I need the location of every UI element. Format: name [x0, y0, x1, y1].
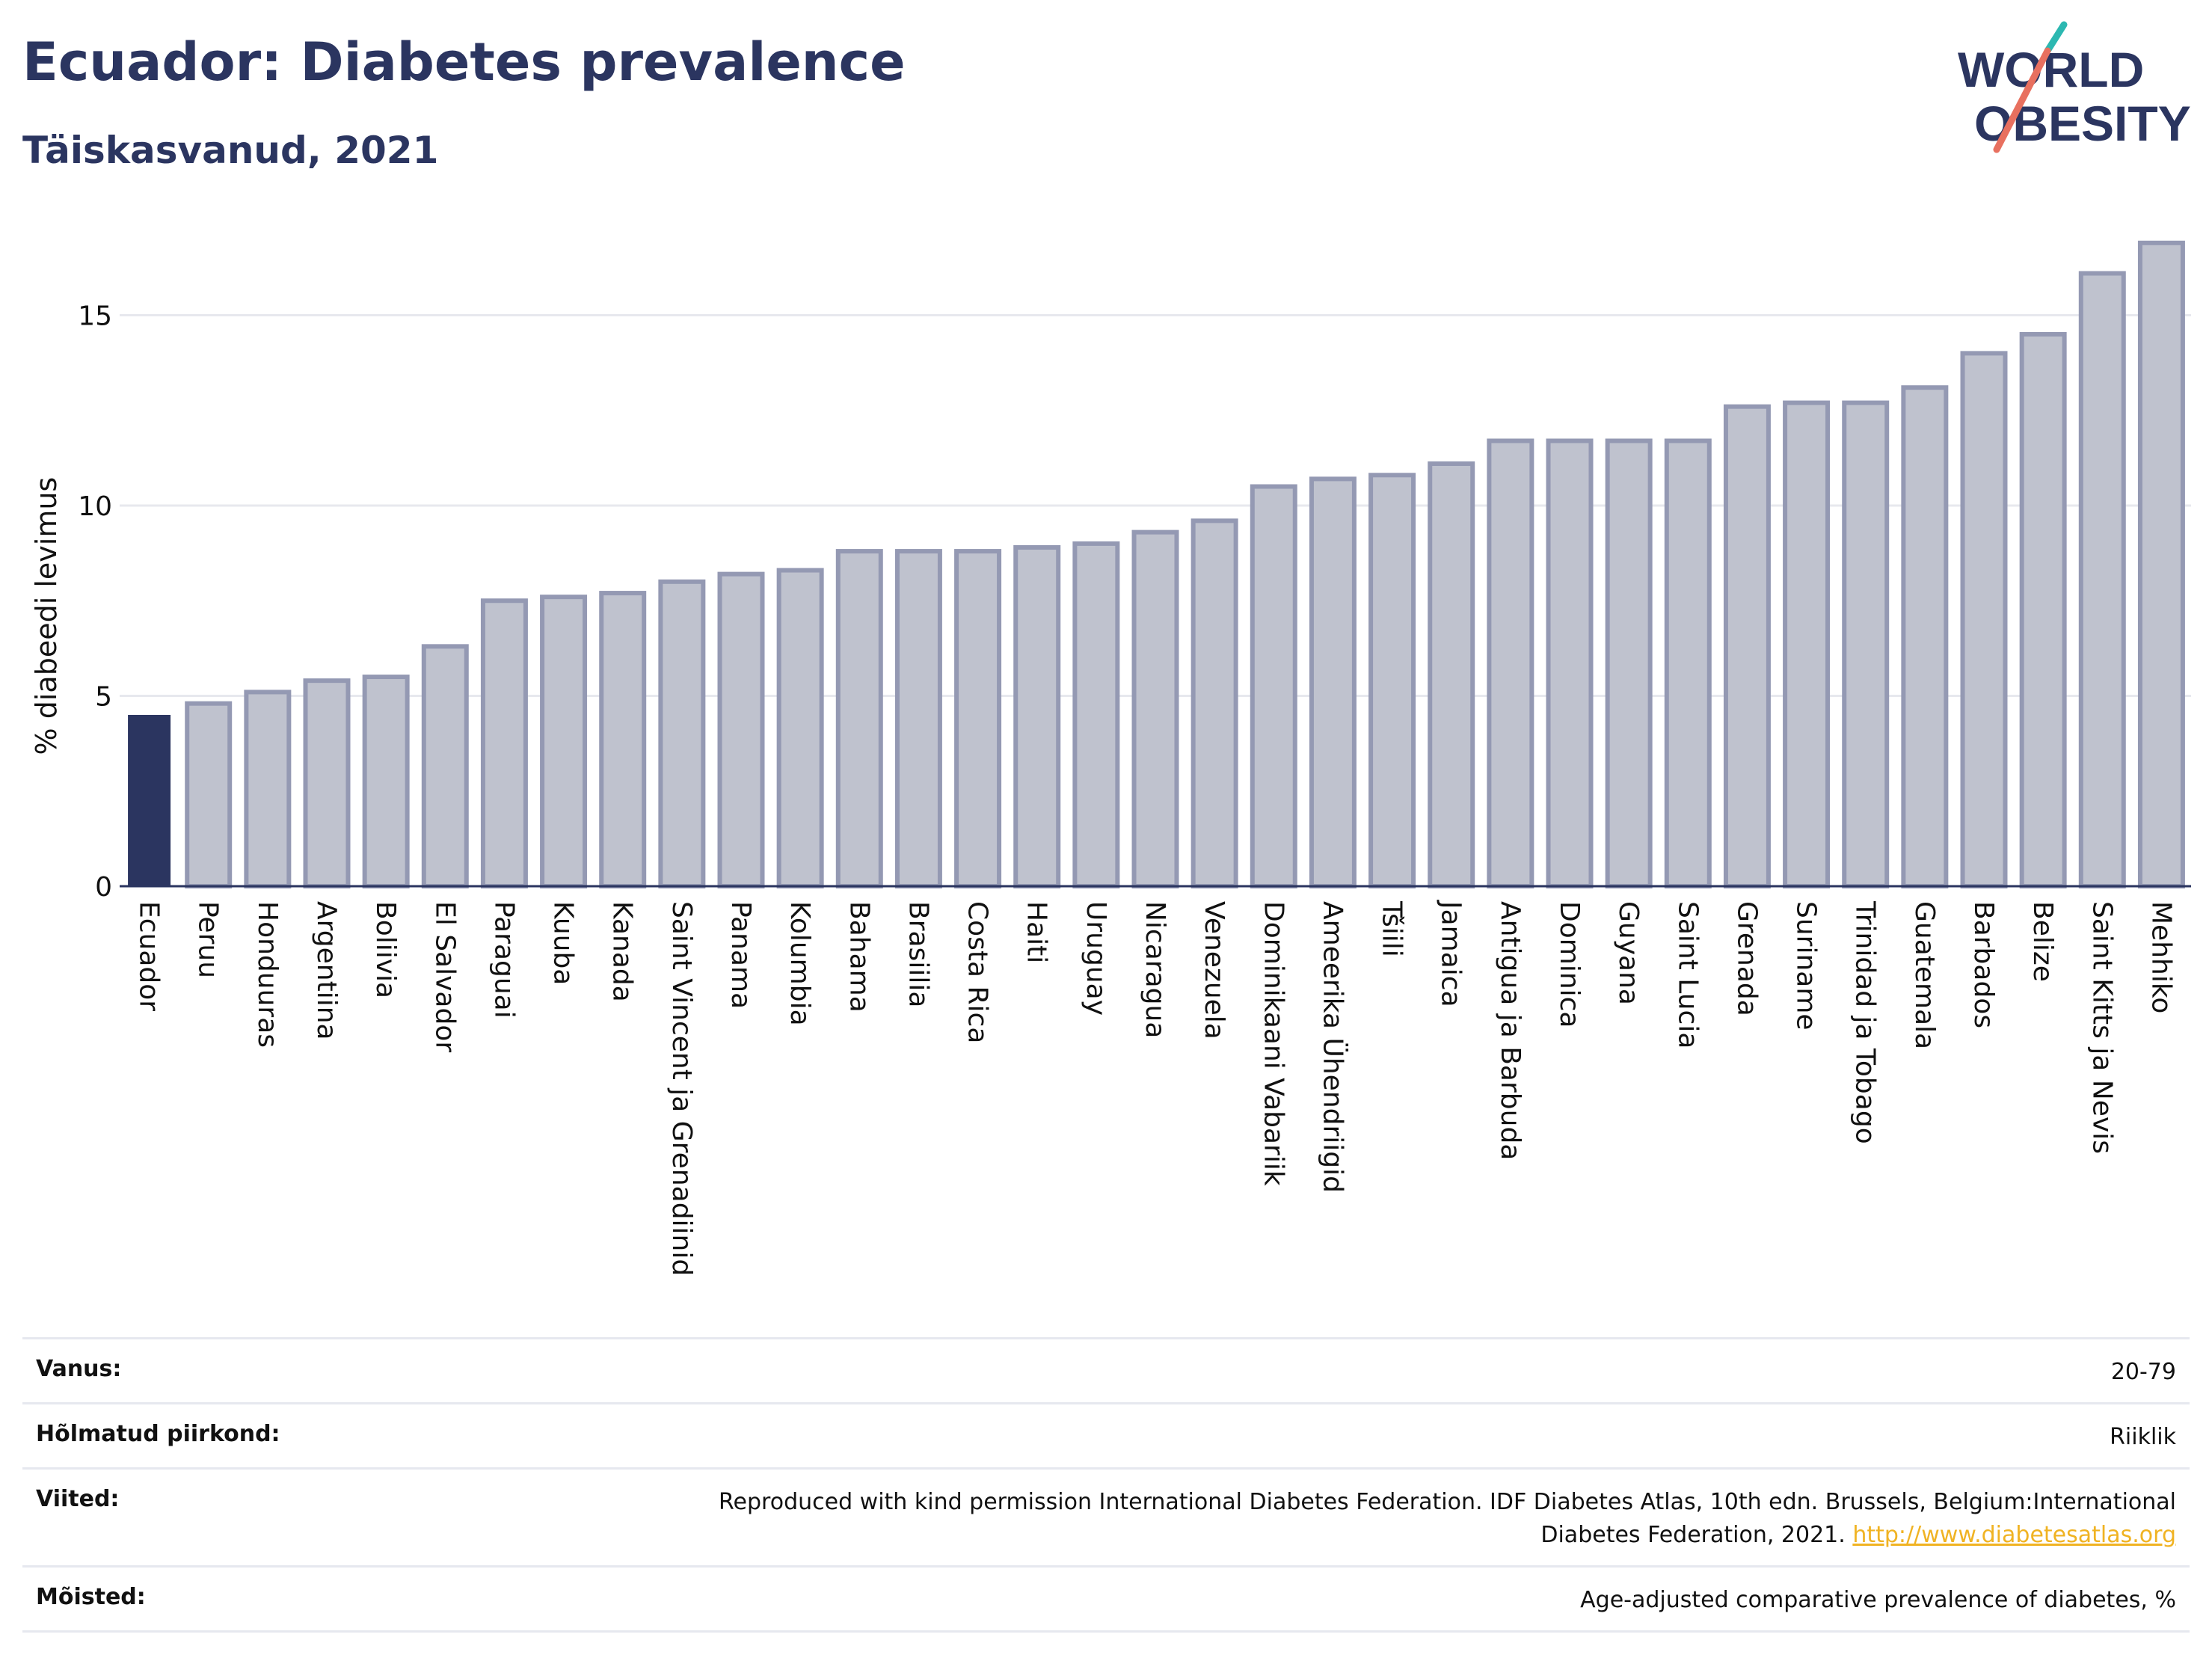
x-tick-label: Guatemala: [1909, 901, 1940, 1049]
bar-venezuela: [1191, 518, 1238, 888]
reference-link[interactable]: http://www.diabetesatlas.org: [1852, 1522, 2176, 1548]
bar-costa-rica: [954, 549, 1002, 889]
bar-honduuras: [244, 690, 292, 888]
logo-slash-coral: [1993, 47, 2051, 153]
x-tick-label: Jamaica: [1436, 900, 1466, 1007]
meta-value: 20-79: [2110, 1359, 2176, 1385]
bar-el-salvador: [421, 644, 469, 889]
world-obesity-logo: WORLD OBESITY: [1958, 21, 2191, 153]
bar-suriname: [1783, 400, 1831, 888]
y-axis-label: % diabeedi levimus: [30, 477, 63, 755]
x-tick-label: Peruu: [193, 901, 224, 978]
x-tick-label: Saint Vincent ja Grenadiinid: [666, 901, 697, 1276]
bar-uruguay: [1072, 541, 1120, 889]
x-tick-label: Ecuador: [134, 901, 165, 1011]
bar-kanada: [599, 591, 647, 888]
bar-belize: [2019, 331, 2067, 888]
x-tick-label: Costa Rica: [962, 901, 993, 1043]
x-tick-label: Kolumbia: [784, 901, 815, 1026]
meta-row-references: Viited: Reproduced with kind permission …: [22, 1467, 2190, 1565]
bar-saint-vincent-ja-grenadiinid: [658, 579, 706, 888]
x-tick-label: Dominica: [1554, 901, 1585, 1028]
meta-value-references: Reproduced with kind permission Internat…: [643, 1486, 2176, 1552]
reference-text: Reproduced with kind permission Internat…: [719, 1489, 2176, 1548]
x-tick-label: Argentiina: [311, 901, 342, 1040]
bar-argentiina: [303, 678, 351, 888]
bar-ecuador: [128, 714, 171, 886]
bar-antigua-ja-barbuda: [1487, 438, 1534, 888]
bar-bahama: [835, 549, 883, 889]
bar-paraguai: [480, 598, 528, 888]
bar-guyana: [1605, 438, 1653, 888]
x-tick-label: Mehhiko: [2145, 901, 2176, 1013]
x-tick-label: El Salvador: [429, 901, 460, 1052]
x-tick-label: Tšiili: [1377, 900, 1407, 957]
meta-label: Viited:: [36, 1486, 120, 1512]
bar-dominikaani-vabariik: [1250, 484, 1297, 888]
x-tick-label: Boliivia: [370, 901, 401, 998]
bar-panama: [717, 571, 765, 888]
x-tick-label: Panama: [725, 901, 756, 1009]
meta-label: Mõisted:: [36, 1584, 146, 1610]
bar-grenada: [1723, 404, 1771, 888]
x-tick-label: Uruguay: [1081, 901, 1111, 1016]
bar-boliivia: [362, 675, 410, 888]
axis-layer: 0 5 10 15 Ecuador Peruu Honduuras Argentiina Bol…: [78, 301, 2191, 1276]
meta-row-definitions: Mõisted: Age-adjusted comparative preval…: [22, 1565, 2190, 1633]
bar-barbados: [1960, 351, 2008, 888]
x-tick-label: Ameerika Ühendriigid: [1317, 901, 1348, 1193]
bar-trinidad-ja-tobago: [1842, 400, 1890, 888]
y-tick-label: 5: [95, 682, 112, 713]
x-tick-label: Saint Kitts ja Nevis: [2086, 901, 2117, 1154]
bar-peruu: [185, 701, 233, 888]
logo-slash-teal: [2044, 21, 2068, 55]
bar-kolumbia: [776, 568, 824, 889]
x-tick-label: Grenada: [1731, 901, 1762, 1016]
x-tick-label: Honduuras: [252, 901, 283, 1048]
meta-row-coverage: Hõlmatud piirkond: Riiklik: [22, 1402, 2190, 1467]
x-tick-label: Guyana: [1613, 901, 1644, 1005]
x-tick-label: Bahama: [844, 901, 874, 1013]
x-tick-label: Paraguai: [488, 901, 519, 1019]
meta-label: Hõlmatud piirkond:: [36, 1421, 280, 1447]
x-tick-label: Belize: [2027, 901, 2058, 982]
bar-ameerika-hendriigid: [1309, 476, 1357, 888]
x-tick-label: Kanada: [607, 901, 638, 1002]
metadata-table: Vanus: 20-79 Hõlmatud piirkond: Riiklik …: [22, 1337, 2190, 1633]
bar-brasiilia: [894, 549, 942, 889]
x-tick-label: Antigua ja Barbuda: [1495, 901, 1526, 1160]
y-tick-label: 0: [95, 872, 112, 903]
bars-layer: [128, 240, 2185, 889]
bar-saint-lucia: [1664, 438, 1712, 888]
bar-t-iili: [1368, 473, 1416, 888]
bar-haiti: [1013, 544, 1061, 888]
page-title: Ecuador: Diabetes prevalence: [22, 31, 906, 93]
x-tick-label: Suriname: [1791, 901, 1822, 1031]
x-tick-label: Haiti: [1021, 901, 1052, 963]
bar-jamaica: [1428, 461, 1475, 888]
x-tick-label: Venezuela: [1199, 901, 1229, 1040]
page-subtitle: Täiskasvanud, 2021: [22, 129, 439, 172]
meta-value: Age-adjusted comparative prevalence of d…: [1580, 1587, 2176, 1613]
meta-value: Riiklik: [2110, 1424, 2176, 1450]
y-tick-label: 10: [78, 491, 112, 522]
meta-row-age: Vanus: 20-79: [22, 1337, 2190, 1402]
bar-kuuba: [540, 595, 588, 888]
x-tick-label: Saint Lucia: [1672, 901, 1703, 1048]
x-tick-label: Dominikaani Vabariik: [1258, 901, 1288, 1186]
bar-guatemala: [1901, 385, 1949, 888]
x-tick-label: Trinidad ja Tobago: [1850, 900, 1881, 1144]
x-tick-label: Barbados: [1968, 901, 1999, 1028]
bar-nicaragua: [1131, 529, 1179, 888]
bar-dominica: [1546, 438, 1594, 888]
meta-label: Vanus:: [36, 1356, 122, 1382]
y-tick-label: 15: [78, 301, 112, 332]
bar-saint-kitts-ja-nevis: [2078, 271, 2126, 888]
bar-mehhiko: [2137, 240, 2185, 889]
bar-chart: 0 5 10 15 Ecuador Peruu Honduuras Argentiina Bol…: [30, 240, 2191, 1276]
x-tick-label: Kuuba: [548, 901, 579, 985]
x-tick-label: Brasiilia: [903, 901, 933, 1007]
x-tick-label: Nicaragua: [1140, 901, 1170, 1038]
